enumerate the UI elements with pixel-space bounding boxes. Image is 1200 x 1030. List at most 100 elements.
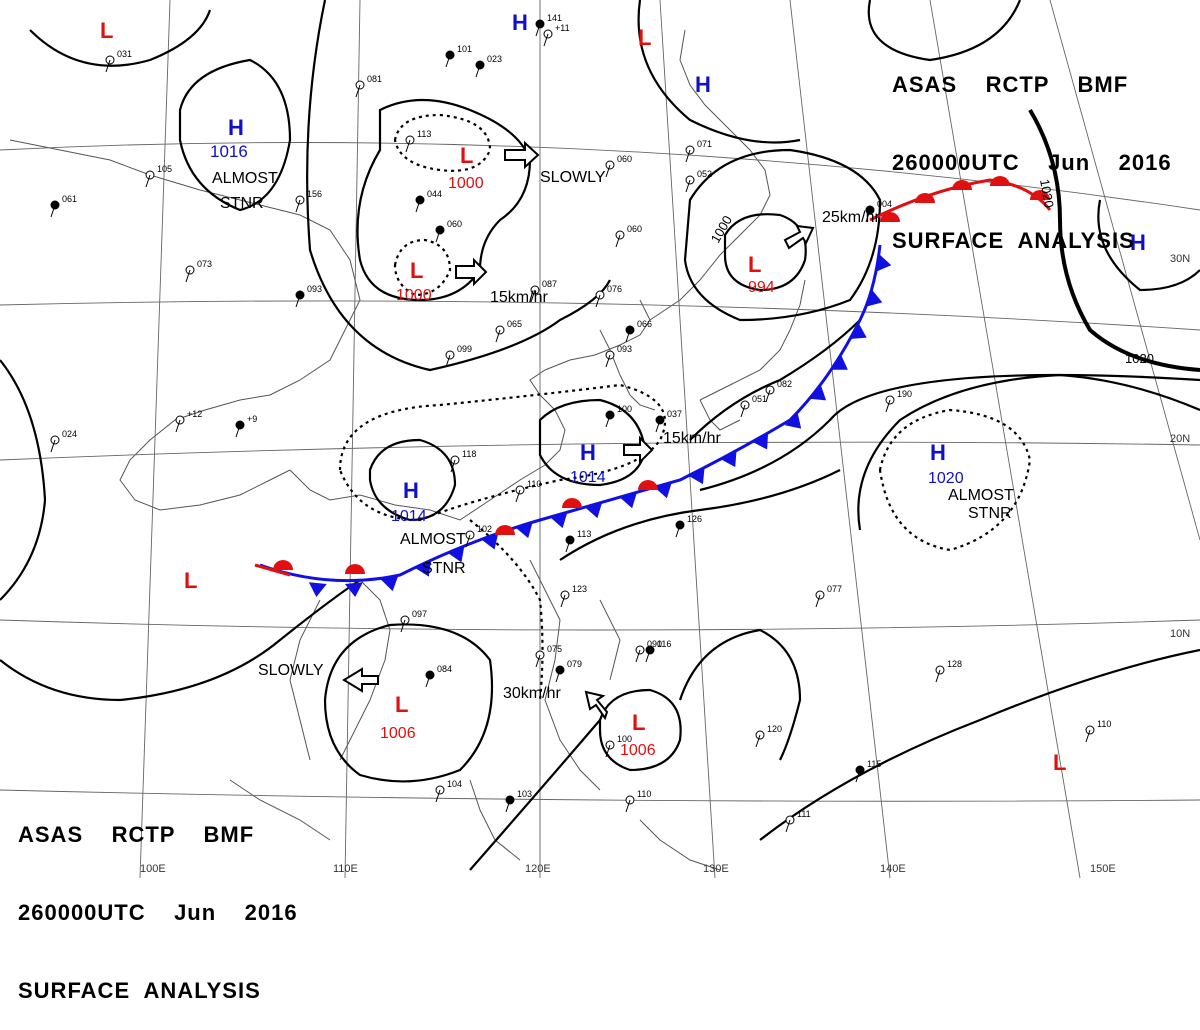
station-value: 082 — [777, 379, 792, 389]
station-value: 113 — [417, 129, 431, 139]
station-value: 115 — [867, 759, 881, 769]
wind-barb — [450, 459, 456, 473]
low-symbol-4: L — [410, 258, 423, 283]
warm-front-bump — [990, 176, 1010, 186]
cold-front-triangle — [850, 323, 867, 339]
station-value: 110 — [637, 789, 651, 799]
wind-barb — [555, 669, 561, 683]
station-value: 077 — [827, 584, 842, 594]
wind-barb — [295, 294, 301, 308]
low-symbol-8: L — [632, 710, 645, 735]
isobar-label-1020a: 1020 — [1037, 178, 1057, 209]
wind-barb — [50, 439, 56, 453]
low-symbol-1: L — [100, 18, 113, 43]
wind-barb — [685, 179, 691, 193]
grid-labels: 100E 110E 120E 130E 140E 150E 30N 20N 10… — [140, 253, 1190, 875]
lon-label-110e: 110E — [333, 863, 358, 875]
wind-barb — [445, 54, 451, 68]
cold-front-triangle — [809, 384, 827, 401]
low-pressure-994: 994 — [748, 279, 775, 296]
warm-front-bump — [562, 498, 582, 508]
graticule — [0, 0, 1200, 878]
station-value: 120 — [767, 724, 782, 734]
station-value: 111 — [797, 809, 811, 819]
low-symbol-3: L — [460, 143, 473, 168]
wind-barb — [515, 489, 521, 503]
station-value: 052 — [697, 169, 712, 179]
high-symbol-2: H — [228, 115, 244, 140]
wind-barb — [605, 354, 611, 368]
stnr-label-3: STNR — [968, 505, 1012, 522]
wind-barb — [415, 199, 421, 213]
motion-arrow-4 — [623, 435, 654, 465]
wind-barb — [865, 209, 871, 223]
station-value: 110 — [527, 479, 541, 489]
motion-label-slowly-2: SLOWLY — [258, 662, 324, 679]
header-line-1-bottom: ASAS RCTP BMF — [18, 822, 255, 847]
header-line-2: 260000UTC Jun 2016 — [892, 150, 1172, 175]
station-value: 090 — [647, 639, 662, 649]
header-top-right: ASAS RCTP BMF 260000UTC Jun 2016 SURFACE… — [892, 20, 1172, 280]
header-line-3-bottom: SURFACE ANALYSIS — [18, 978, 261, 1003]
cold-front-triangle — [619, 492, 637, 509]
lon-label-100e: 100E — [140, 863, 166, 875]
station-value: +9 — [247, 414, 257, 424]
wind-barb — [740, 404, 746, 418]
cold-front-triangle — [414, 560, 432, 577]
wind-barb — [530, 289, 536, 303]
motion-arrow-5 — [342, 667, 379, 693]
high-symbol-6: H — [930, 440, 946, 465]
wind-barb — [815, 594, 821, 608]
header-line-2-bottom: 260000UTC Jun 2016 — [18, 900, 298, 925]
cold-front-triangle — [752, 432, 769, 450]
cold-front-triangle — [876, 254, 892, 272]
high-symbol-1: H — [512, 10, 528, 35]
wind-barb — [235, 424, 241, 438]
low-symbol-9: L — [1053, 750, 1066, 775]
wind-barb — [535, 23, 541, 37]
station-value: 060 — [447, 219, 462, 229]
stnr-label-2: STNR — [422, 560, 466, 577]
motion-label-15kmhr-2: 15km/hr — [663, 430, 721, 447]
wind-barb — [425, 674, 431, 688]
warm-front-bump — [915, 193, 935, 203]
low-symbol-5: L — [748, 252, 761, 277]
lon-label-140e: 140E — [880, 863, 906, 875]
motion-arrow-2 — [455, 257, 488, 287]
high-symbol-4: H — [580, 440, 596, 465]
stnr-label-1: STNR — [220, 195, 264, 212]
station-value: +11 — [555, 23, 570, 33]
warm-front — [254, 176, 1052, 577]
motion-arrow-6 — [584, 690, 609, 721]
wind-barb — [785, 819, 791, 833]
station-value: 126 — [687, 514, 702, 524]
high-pressure-1016: 1016 — [210, 142, 248, 161]
isobars — [0, 0, 1200, 871]
motion-label-30kmhr: 30km/hr — [503, 685, 561, 702]
wind-barb — [645, 649, 651, 663]
lon-label-150e: 150E — [1090, 863, 1116, 875]
wind-barb — [885, 399, 891, 413]
station-value: 051 — [752, 394, 767, 404]
station-value: 023 — [487, 54, 502, 64]
low-symbol-7: L — [395, 692, 408, 717]
wind-barb — [475, 64, 481, 78]
cold-front-triangle — [447, 545, 465, 563]
station-value: 093 — [307, 284, 322, 294]
station-value: 031 — [117, 49, 132, 59]
high-symbol-7: H — [1130, 230, 1146, 255]
cold-front-triangle — [720, 450, 737, 468]
wind-barb — [543, 33, 549, 47]
station-observations: 141+11 031 101 081 113 044 156 105 061 060 060 060 0… — [50, 13, 1111, 833]
station-value: 087 — [542, 279, 557, 289]
high-pressure-1014a: 1014 — [570, 469, 606, 486]
wind-barb — [400, 619, 406, 633]
cold-front-triangle — [654, 482, 672, 499]
station-value: 073 — [197, 259, 212, 269]
station-value: 141 — [547, 13, 562, 23]
motion-label-slowly-1: SLOWLY — [540, 169, 606, 186]
lon-label-120e: 120E — [525, 863, 551, 875]
station-value: 004 — [877, 199, 892, 209]
cold-front-triangle — [308, 582, 327, 598]
header-line-3: SURFACE ANALYSIS — [892, 228, 1135, 253]
